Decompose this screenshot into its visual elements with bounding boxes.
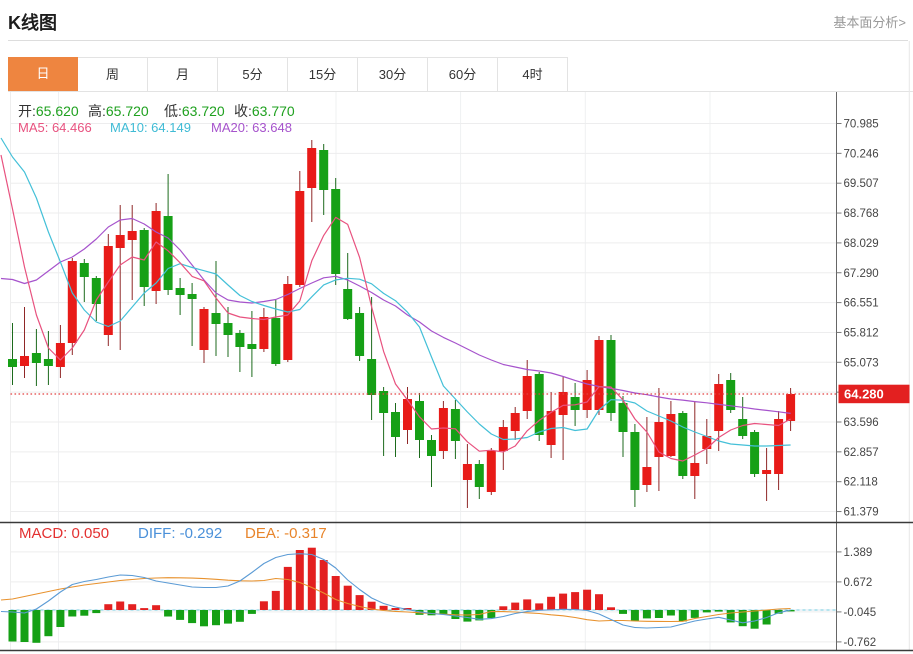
svg-text:64.280: 64.280 bbox=[844, 387, 884, 402]
svg-text:62.857: 62.857 bbox=[844, 447, 879, 459]
svg-text:61.379: 61.379 bbox=[844, 507, 879, 519]
svg-text:65.812: 65.812 bbox=[844, 328, 879, 340]
svg-text:62.118: 62.118 bbox=[844, 477, 878, 489]
svg-text:65.073: 65.073 bbox=[844, 357, 879, 369]
svg-text:-0.045: -0.045 bbox=[844, 607, 877, 619]
svg-text:69.507: 69.507 bbox=[844, 178, 879, 190]
svg-text:68.029: 68.029 bbox=[844, 238, 879, 250]
svg-text:1.389: 1.389 bbox=[844, 547, 873, 559]
svg-text:0.672: 0.672 bbox=[844, 577, 873, 589]
svg-text:70.246: 70.246 bbox=[844, 148, 879, 160]
svg-text:66.551: 66.551 bbox=[844, 298, 879, 310]
svg-text:67.290: 67.290 bbox=[844, 268, 879, 280]
svg-text:63.596: 63.596 bbox=[844, 417, 879, 429]
svg-text:-0.762: -0.762 bbox=[844, 637, 877, 649]
svg-text:68.768: 68.768 bbox=[844, 208, 879, 220]
svg-text:70.985: 70.985 bbox=[844, 119, 879, 131]
